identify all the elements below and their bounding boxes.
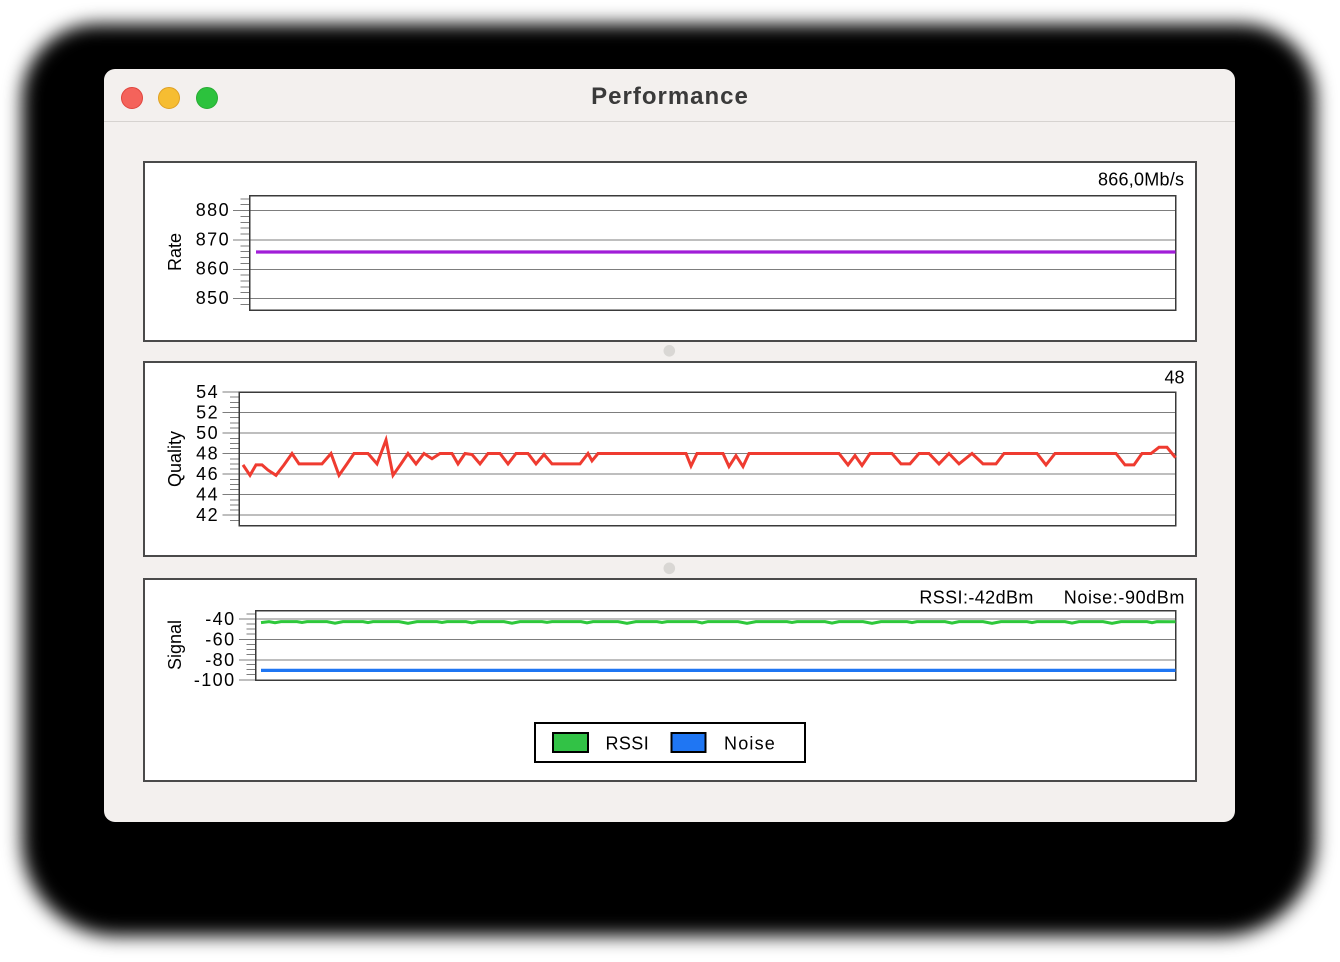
svg-text:46: 46 — [196, 464, 219, 484]
svg-text:52: 52 — [196, 403, 219, 423]
svg-text:Noise:-90dBm: Noise:-90dBm — [1064, 587, 1185, 607]
svg-text:-60: -60 — [205, 630, 235, 650]
svg-text:-80: -80 — [205, 650, 235, 670]
svg-text:870: 870 — [196, 230, 230, 250]
svg-text:Signal: Signal — [165, 620, 185, 670]
svg-text:850: 850 — [196, 288, 230, 308]
svg-text:50: 50 — [196, 423, 219, 443]
svg-text:Noise: Noise — [724, 734, 776, 754]
svg-text:Quality: Quality — [165, 431, 185, 487]
svg-text:54: 54 — [196, 382, 219, 402]
svg-text:48: 48 — [1164, 368, 1184, 388]
svg-text:RSSI:-42dBm: RSSI:-42dBm — [919, 587, 1033, 607]
svg-text:Rate: Rate — [165, 233, 185, 271]
svg-text:48: 48 — [196, 444, 219, 464]
svg-text:42: 42 — [196, 505, 219, 525]
svg-text:-40: -40 — [205, 609, 235, 629]
svg-text:880: 880 — [196, 200, 230, 220]
svg-text:-100: -100 — [194, 670, 236, 690]
svg-text:44: 44 — [196, 485, 219, 505]
svg-text:RSSI: RSSI — [606, 734, 650, 754]
svg-text:860: 860 — [196, 259, 230, 279]
svg-text:866,0Mb/s: 866,0Mb/s — [1098, 170, 1184, 190]
